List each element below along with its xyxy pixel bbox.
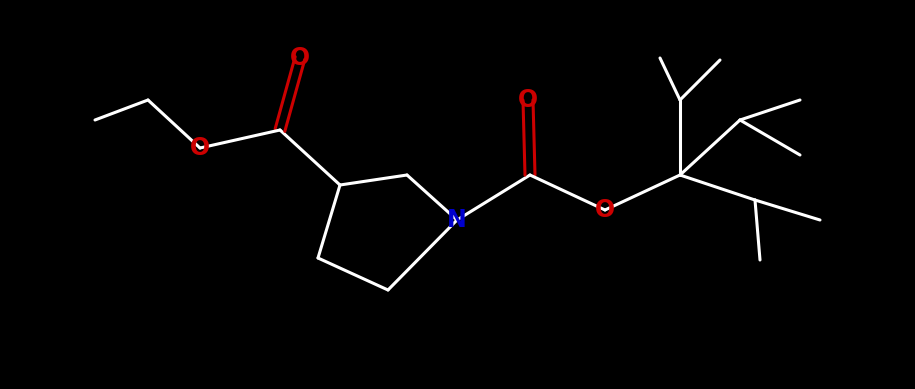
Text: O: O — [518, 88, 538, 112]
Text: N: N — [447, 208, 467, 232]
Text: O: O — [595, 198, 615, 222]
Text: O: O — [290, 46, 310, 70]
Text: O: O — [190, 136, 210, 160]
